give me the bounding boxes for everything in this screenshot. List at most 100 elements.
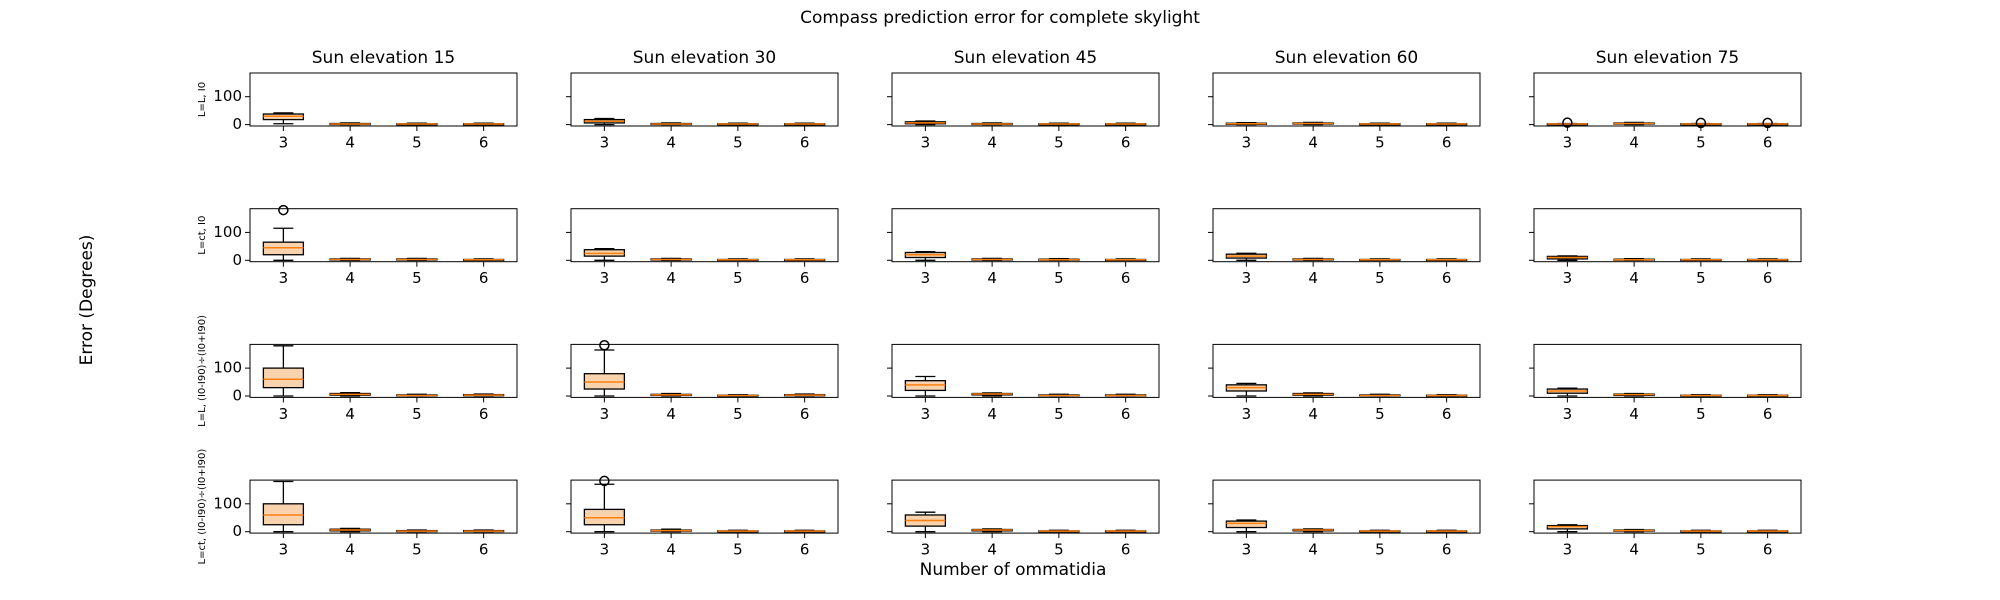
x-tick-label: 6	[1442, 541, 1452, 559]
x-tick-label: 5	[412, 269, 422, 287]
subplot-title: Sun elevation 60	[1275, 48, 1418, 68]
x-tick-label: 4	[1629, 405, 1639, 423]
x-tick-label: 6	[1121, 134, 1131, 152]
x-tick-label: 3	[279, 134, 289, 152]
x-tick-label: 3	[921, 405, 931, 423]
x-tick-label: 5	[1375, 405, 1385, 423]
x-tick-label: 6	[1442, 405, 1452, 423]
x-tick-label: 4	[1629, 269, 1639, 287]
axes-frame	[1212, 479, 1481, 534]
x-tick-label: 5	[733, 541, 743, 559]
x-tick-label: 3	[1563, 269, 1573, 287]
x-tick-label: 6	[1763, 269, 1773, 287]
outlier	[278, 204, 289, 216]
outlier	[599, 339, 610, 351]
x-tick-label: 6	[1121, 405, 1131, 423]
x-tick-label: 6	[479, 405, 489, 423]
x-tick-label: 4	[1308, 405, 1318, 423]
x-tick-label: 3	[279, 269, 289, 287]
x-tick-label: 3	[921, 269, 931, 287]
x-tick-label: 5	[1696, 541, 1706, 559]
x-tick-label: 4	[987, 541, 997, 559]
box	[1225, 520, 1268, 529]
x-tick-label: 4	[666, 134, 676, 152]
x-tick-label: 5	[1054, 269, 1064, 287]
x-tick-label: 6	[1442, 269, 1452, 287]
row-label: L=L, (I0-I90)÷(I0+I90)	[197, 315, 208, 427]
x-tick-label: 4	[666, 405, 676, 423]
axes-frame	[249, 343, 518, 398]
x-tick-label: 5	[1054, 405, 1064, 423]
x-tick-label: 5	[1696, 405, 1706, 423]
y-tick-label: 0	[232, 522, 242, 540]
x-tick-label: 5	[1054, 134, 1064, 152]
axes-frame	[891, 343, 1160, 398]
subplot-title: Sun elevation 45	[954, 48, 1097, 68]
y-tick-label: 100	[213, 87, 242, 105]
y-axis-label: Error (Degrees)	[77, 235, 97, 366]
x-tick-label: 3	[1242, 134, 1252, 152]
x-tick-label: 6	[800, 134, 810, 152]
x-tick-label: 6	[800, 541, 810, 559]
row-label: L=ct, I0	[197, 216, 208, 255]
x-tick-label: 5	[733, 269, 743, 287]
x-tick-label: 5	[1696, 269, 1706, 287]
subplot-title: Sun elevation 75	[1596, 48, 1739, 68]
x-tick-label: 6	[800, 405, 810, 423]
x-tick-label: 4	[1308, 541, 1318, 559]
axes-frame	[1212, 72, 1481, 127]
axes-frame	[1533, 72, 1802, 127]
axes-frame	[249, 479, 518, 534]
x-tick-label: 4	[1629, 134, 1639, 152]
x-tick-label: 3	[600, 405, 610, 423]
x-tick-label: 4	[345, 541, 355, 559]
x-tick-label: 5	[1375, 269, 1385, 287]
axes-frame	[1212, 343, 1481, 398]
outlier	[1762, 117, 1773, 129]
outlier	[1562, 117, 1573, 128]
x-axis-label: Number of ommatidia	[920, 560, 1107, 580]
axes-frame	[570, 479, 839, 534]
x-tick-label: 3	[1563, 541, 1573, 559]
x-tick-label: 6	[1121, 269, 1131, 287]
axes-frame	[1212, 208, 1481, 263]
x-tick-label: 5	[733, 134, 743, 152]
x-tick-label: 3	[600, 134, 610, 152]
x-tick-label: 4	[987, 405, 997, 423]
x-tick-label: 5	[412, 134, 422, 152]
x-tick-label: 6	[479, 541, 489, 559]
axes-frame	[891, 72, 1160, 127]
y-tick-label: 100	[213, 223, 242, 241]
x-tick-label: 4	[666, 269, 676, 287]
row-label: L=L, I0	[197, 82, 208, 117]
y-tick-label: 0	[232, 115, 242, 133]
axes-frame	[891, 208, 1160, 263]
x-tick-label: 5	[733, 405, 743, 423]
axes-frame	[1533, 479, 1802, 534]
x-tick-label: 4	[987, 269, 997, 287]
x-tick-label: 3	[921, 134, 931, 152]
subplot-title: Sun elevation 30	[633, 48, 776, 68]
x-tick-label: 6	[1121, 541, 1131, 559]
x-tick-label: 6	[800, 269, 810, 287]
x-tick-label: 6	[479, 269, 489, 287]
x-tick-label: 6	[479, 134, 489, 152]
y-tick-label: 0	[232, 251, 242, 269]
x-tick-label: 6	[1763, 134, 1773, 152]
x-tick-label: 4	[666, 541, 676, 559]
axes-frame	[570, 208, 839, 263]
x-tick-label: 4	[1308, 134, 1318, 152]
x-tick-label: 4	[345, 134, 355, 152]
axes-frame	[249, 72, 518, 127]
x-tick-label: 3	[1242, 269, 1252, 287]
axes-frame	[570, 72, 839, 127]
x-tick-label: 6	[1442, 134, 1452, 152]
y-tick-label: 0	[232, 387, 242, 405]
axes-frame	[891, 479, 1160, 534]
x-tick-label: 3	[1563, 405, 1573, 423]
x-tick-label: 4	[1629, 541, 1639, 559]
x-tick-label: 5	[1054, 541, 1064, 559]
outlier	[1695, 117, 1707, 129]
